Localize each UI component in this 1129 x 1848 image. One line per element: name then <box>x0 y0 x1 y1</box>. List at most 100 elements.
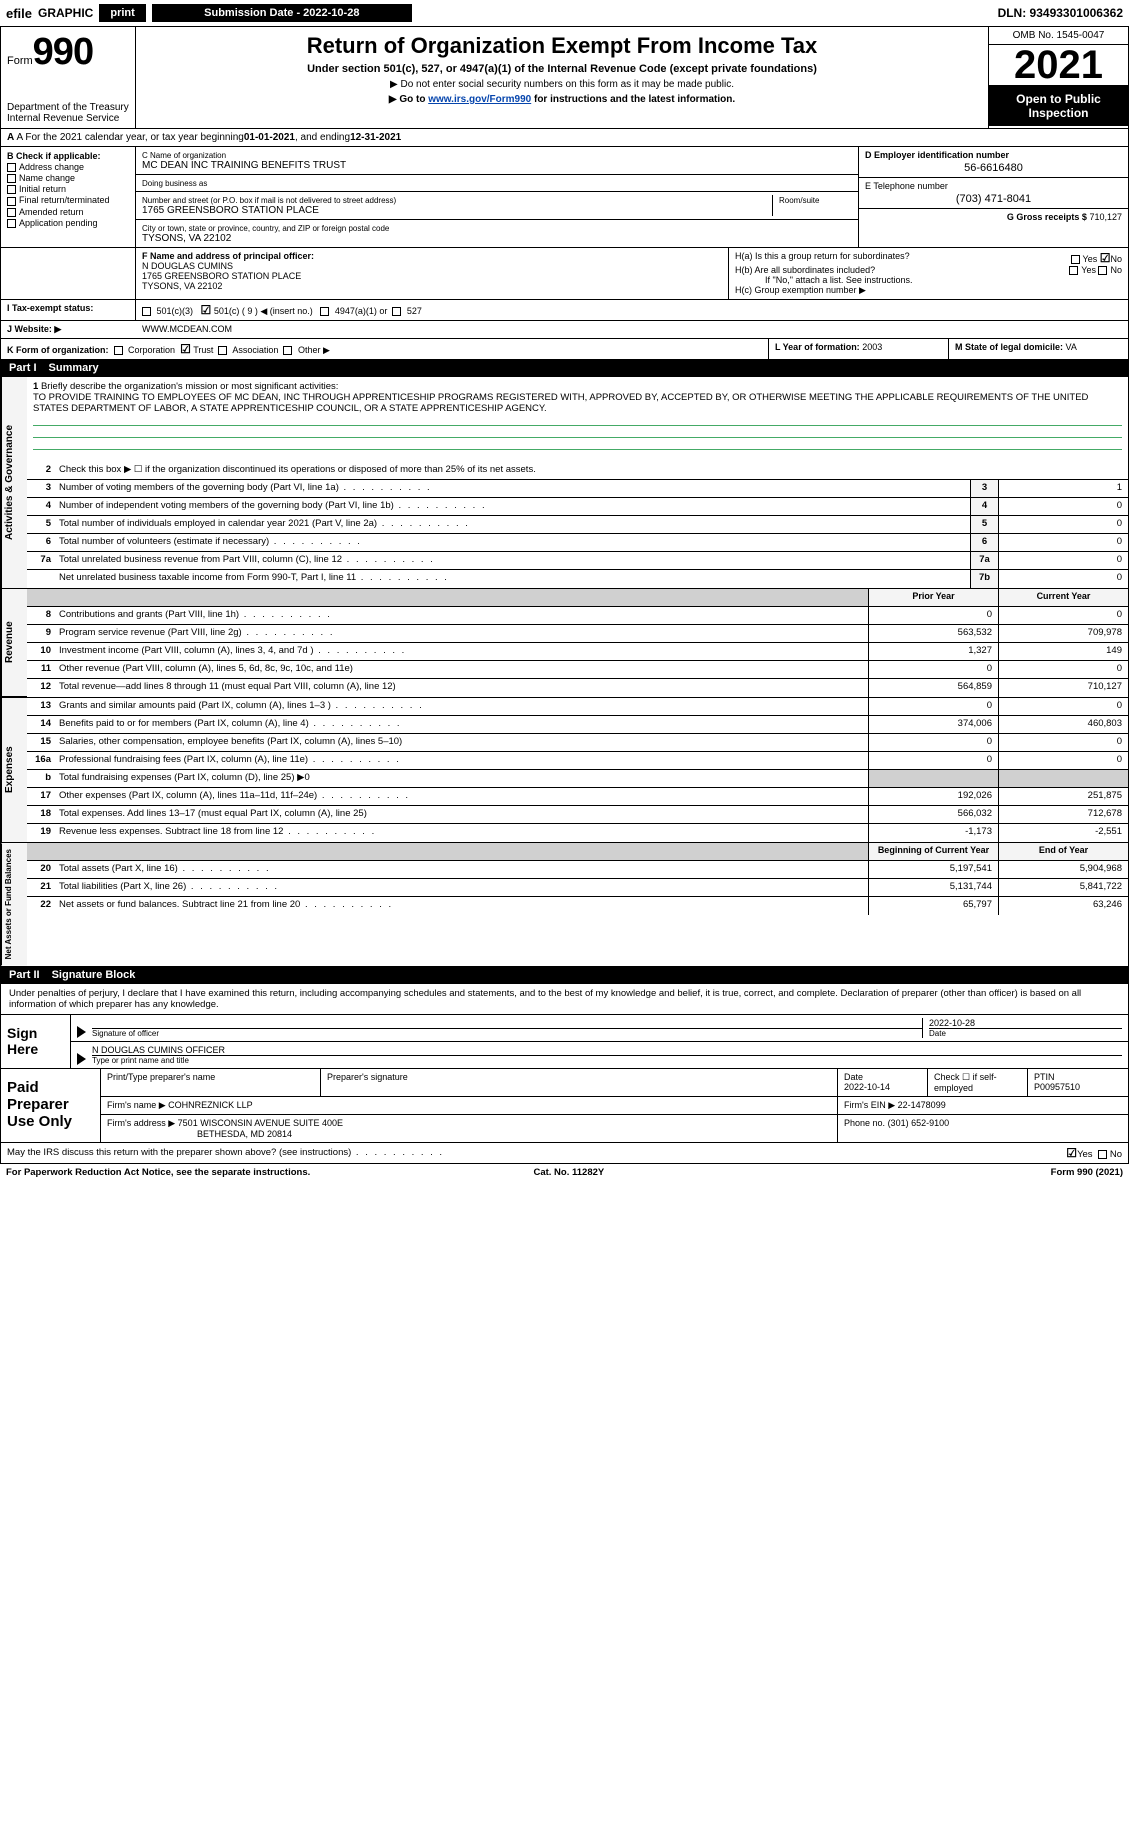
l20-end: 5,904,968 <box>998 861 1128 878</box>
sig-name-label: Type or print name and title <box>92 1055 1122 1065</box>
tax-year-end: 12-31-2021 <box>350 132 401 143</box>
section-i-options: 501(c)(3) ☑ 501(c) ( 9 ) ◀ (insert no.) … <box>136 300 1128 320</box>
form-title: Return of Organization Exempt From Incom… <box>144 33 980 59</box>
mission-num: 1 <box>33 381 38 392</box>
opt-trust: Trust <box>193 345 213 355</box>
open-to-public: Open to Public Inspection <box>989 86 1128 126</box>
tab-revenue: Revenue <box>1 589 27 697</box>
ein-cell: D Employer identification number 56-6616… <box>859 147 1128 178</box>
l11-text: Other revenue (Part VIII, column (A), li… <box>55 661 868 678</box>
firm-label: Firm's name ▶ <box>107 1100 166 1110</box>
chk-final-return[interactable]: Final return/terminated <box>7 195 129 205</box>
line-19: 19Revenue less expenses. Subtract line 1… <box>27 824 1128 842</box>
line-20: 20Total assets (Part X, line 16)5,197,54… <box>27 861 1128 879</box>
print-button[interactable]: print <box>99 4 145 22</box>
goto-pre: ▶ Go to <box>389 94 428 105</box>
sig-date: 2022-10-28 <box>929 1018 1122 1028</box>
chk-501c3[interactable] <box>142 307 151 316</box>
chk-4947[interactable] <box>320 307 329 316</box>
l16a-curr: 0 <box>998 752 1128 769</box>
top-bar: efile GRAPHIC print Submission Date - 20… <box>0 0 1129 27</box>
irs-label: Internal Revenue Service <box>7 113 129 124</box>
chk-trust[interactable]: ☑ <box>180 342 191 356</box>
chk-amended-return[interactable]: Amended return <box>7 207 129 217</box>
mission-label: Briefly describe the organization's miss… <box>41 381 339 392</box>
chk-name-change[interactable]: Name change <box>7 173 129 183</box>
chk-other[interactable] <box>283 346 292 355</box>
chk-label-4: Amended return <box>19 207 84 217</box>
domicile-label: M State of legal domicile: <box>955 342 1063 352</box>
l13-curr: 0 <box>998 698 1128 715</box>
prep-ptin: P00957510 <box>1034 1082 1080 1092</box>
triangle-icon <box>77 1026 86 1038</box>
l12-text: Total revenue—add lines 8 through 11 (mu… <box>55 679 868 697</box>
ein-label: D Employer identification number <box>865 150 1009 160</box>
yes-f: Yes <box>1077 1149 1093 1160</box>
tax-year: 2021 <box>989 45 1128 86</box>
ein-value: 56-6616480 <box>865 162 1122 174</box>
form-number: 990 <box>33 31 93 73</box>
section-b: B Check if applicable: Address change Na… <box>1 147 136 247</box>
irs-link[interactable]: www.irs.gov/Form990 <box>428 94 531 105</box>
chk-label-0: Address change <box>19 162 84 172</box>
mission-rule-1 <box>33 416 1122 426</box>
opt-other: Other ▶ <box>298 345 330 355</box>
h-b-answer: Yes No <box>1069 265 1122 275</box>
line-5-text: Total number of individuals employed in … <box>55 516 970 533</box>
chk-501c[interactable]: ☑ <box>201 303 212 317</box>
line-3-text: Number of voting members of the governin… <box>55 480 970 497</box>
spacer-left <box>1 248 136 299</box>
graphic-label: GRAPHIC <box>38 6 93 20</box>
chk-address-change[interactable]: Address change <box>7 162 129 172</box>
dln-label: DLN: 93493301006362 <box>998 6 1123 20</box>
l8-curr: 0 <box>998 607 1128 624</box>
section-k-label: K Form of organization: <box>7 345 109 355</box>
firm-phone: (301) 652-9100 <box>888 1118 950 1128</box>
paid-preparer-block: Paid Preparer Use Only Print/Type prepar… <box>0 1069 1129 1143</box>
l8-text: Contributions and grants (Part VIII, lin… <box>55 607 868 624</box>
line-6-val: 0 <box>998 534 1128 551</box>
city-state-zip: TYSONS, VA 22102 <box>142 233 852 244</box>
goto-post: for instructions and the latest informat… <box>531 94 735 105</box>
l20-text: Total assets (Part X, line 16) <box>55 861 868 878</box>
cat-no: Cat. No. 11282Y <box>533 1167 604 1178</box>
l17-text: Other expenses (Part IX, column (A), lin… <box>55 788 868 805</box>
chk-label-5: Application pending <box>19 218 98 228</box>
chk-assoc[interactable] <box>218 346 227 355</box>
l18-curr: 712,678 <box>998 806 1128 823</box>
line-7a-text: Total unrelated business revenue from Pa… <box>55 552 970 569</box>
line-8: 8Contributions and grants (Part VIII, li… <box>27 607 1128 625</box>
opt-527: 527 <box>407 306 422 316</box>
line-4-text: Number of independent voting members of … <box>55 498 970 515</box>
line-18: 18Total expenses. Add lines 13–17 (must … <box>27 806 1128 824</box>
dba-label: Doing business as <box>142 179 207 188</box>
ein-label-p: Firm's EIN ▶ <box>844 1100 895 1110</box>
sig-date-cell: 2022-10-28 Date <box>922 1018 1122 1038</box>
l19-prior: -1,173 <box>868 824 998 842</box>
officer-label: F Name and address of principal officer: <box>142 251 314 261</box>
prep-ptin-cell: PTINP00957510 <box>1028 1069 1128 1096</box>
chk-527[interactable] <box>392 307 401 316</box>
col-begin: Beginning of Current Year <box>868 843 998 860</box>
l10-prior: 1,327 <box>868 643 998 660</box>
chk-application-pending[interactable]: Application pending <box>7 218 129 228</box>
l9-curr: 709,978 <box>998 625 1128 642</box>
submission-date-button[interactable]: Submission Date - 2022-10-28 <box>152 4 412 22</box>
org-name-label: C Name of organization <box>142 151 226 160</box>
chk-initial-return[interactable]: Initial return <box>7 184 129 194</box>
line-9: 9Program service revenue (Part VIII, lin… <box>27 625 1128 643</box>
mission-rule-2 <box>33 428 1122 438</box>
l15-text: Salaries, other compensation, employee b… <box>55 734 868 751</box>
h-a-label: H(a) Is this a group return for subordin… <box>735 251 910 265</box>
chk-corp[interactable] <box>114 346 123 355</box>
firm-ein: 22-1478099 <box>898 1100 946 1110</box>
gov-body: 1 Briefly describe the organization's mi… <box>27 377 1128 588</box>
line-12: 12Total revenue—add lines 8 through 11 (… <box>27 679 1128 697</box>
opt-4947: 4947(a)(1) or <box>335 306 388 316</box>
line-13: 13Grants and similar amounts paid (Part … <box>27 698 1128 716</box>
line-2: 2Check this box ▶ ☐ if the organization … <box>27 462 1128 480</box>
firm-addr1: 7501 WISCONSIN AVENUE SUITE 400E <box>178 1118 343 1128</box>
sig-officer-label: Signature of officer <box>92 1028 922 1038</box>
firm-ein-cell: Firm's EIN ▶ 22-1478099 <box>838 1097 1128 1114</box>
l18-prior: 566,032 <box>868 806 998 823</box>
